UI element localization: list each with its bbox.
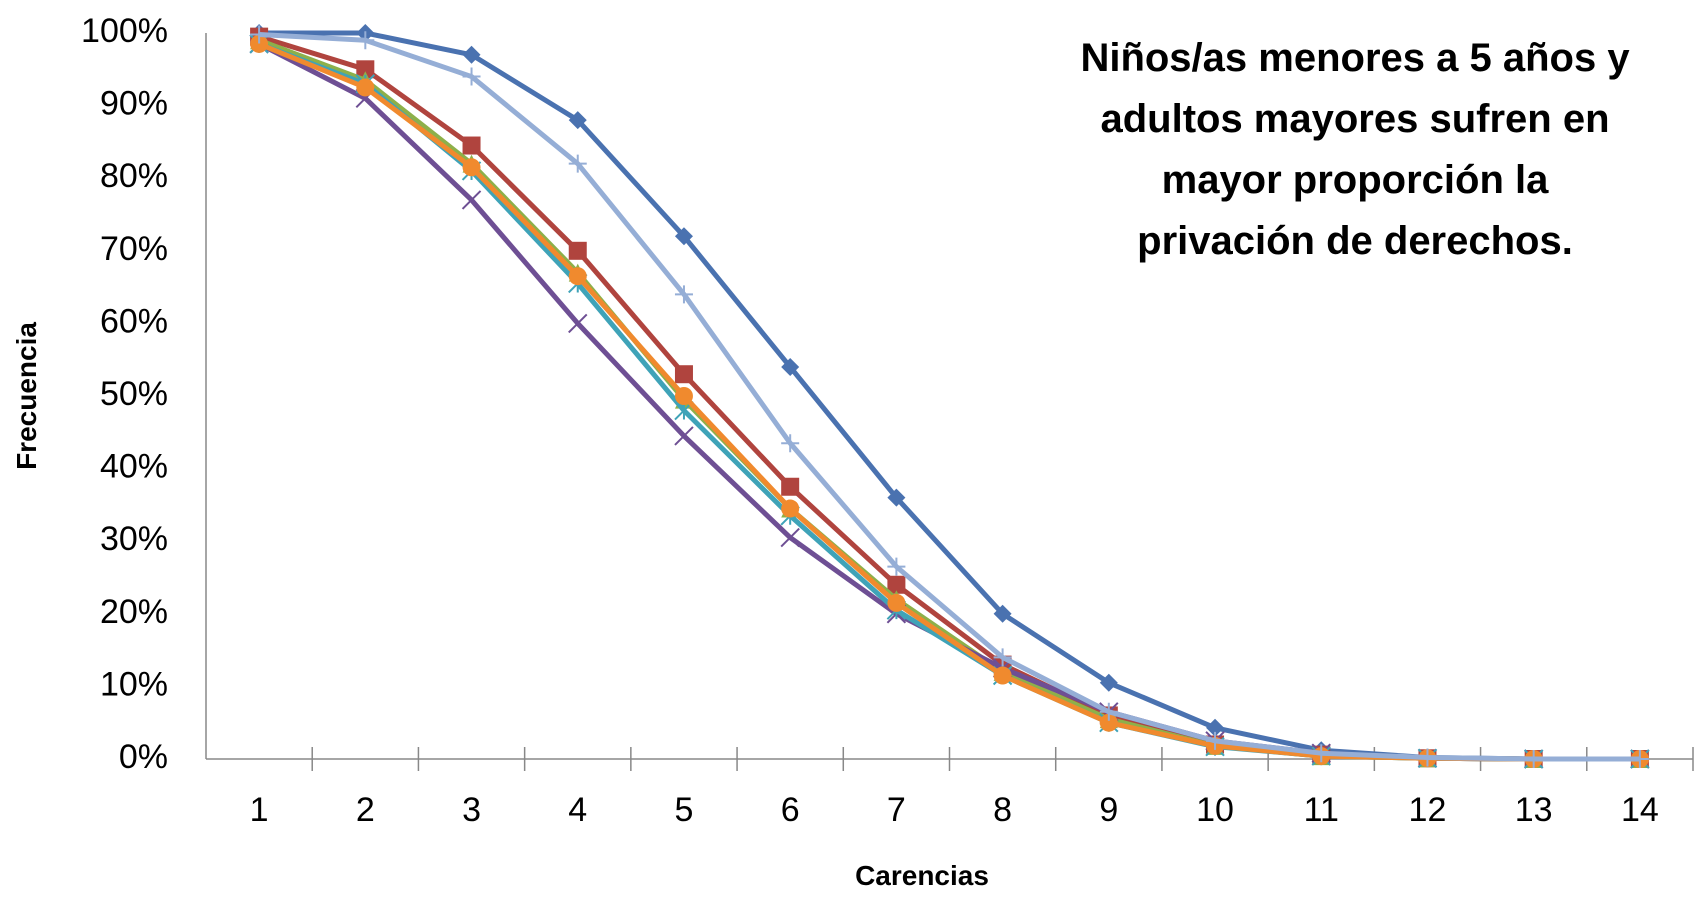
y-tick-label: 80%	[100, 157, 168, 195]
marker	[887, 593, 906, 612]
marker	[568, 111, 587, 130]
x-tick-label: 4	[568, 791, 587, 829]
x-tick-label: 11	[1304, 791, 1339, 829]
x-tick-label: 3	[462, 791, 481, 829]
marker	[356, 60, 375, 79]
x-tick-label: 10	[1196, 791, 1234, 829]
marker	[462, 67, 481, 86]
y-tick-label: 10%	[100, 665, 168, 703]
x-tick-label: 5	[675, 791, 694, 829]
y-tick-label: 60%	[100, 302, 168, 340]
marker	[356, 31, 375, 50]
x-tick-label: 9	[1099, 791, 1118, 829]
y-axis-title: Frecuencia	[11, 322, 42, 470]
x-tick-label: 6	[781, 791, 800, 829]
x-tick-label: 7	[887, 791, 906, 829]
marker	[1206, 718, 1225, 737]
marker	[568, 267, 587, 286]
x-tick-label: 8	[993, 791, 1012, 829]
marker	[781, 499, 800, 518]
marker	[674, 365, 693, 384]
y-tick-label: 20%	[100, 593, 168, 631]
marker	[1630, 750, 1649, 768]
marker	[462, 136, 481, 155]
marker	[993, 666, 1012, 685]
marker	[781, 477, 800, 496]
marker	[993, 604, 1012, 623]
marker	[887, 557, 906, 576]
marker	[887, 575, 906, 594]
marker	[674, 285, 693, 304]
marker	[1099, 702, 1118, 721]
marker	[568, 154, 587, 173]
marker	[674, 387, 693, 405]
y-tick-label: 50%	[100, 375, 168, 413]
x-tick-label: 13	[1515, 791, 1553, 829]
x-tick-label: 1	[250, 791, 269, 829]
marker	[568, 313, 588, 334]
y-tick-label: 0%	[119, 738, 168, 776]
marker	[674, 227, 693, 246]
marker	[1206, 731, 1225, 750]
y-tick-label: 70%	[100, 230, 168, 268]
marker	[1099, 713, 1118, 732]
marker	[462, 158, 481, 177]
x-tick-label: 14	[1621, 791, 1659, 829]
marker	[1099, 673, 1118, 692]
x-axis-title: Carencias	[855, 860, 989, 891]
y-tick-label: 30%	[100, 520, 168, 558]
marker	[1524, 750, 1543, 768]
x-tick-label: 2	[356, 791, 375, 829]
marker	[1312, 744, 1331, 763]
marker	[674, 426, 694, 446]
marker	[781, 434, 800, 453]
y-tick-label: 90%	[100, 85, 168, 123]
marker	[356, 78, 375, 97]
marker	[461, 190, 482, 210]
marker	[568, 241, 587, 260]
series-line	[258, 31, 1640, 762]
marker	[462, 45, 481, 64]
y-tick-label: 100%	[81, 12, 168, 50]
marker	[1418, 748, 1437, 767]
y-tick-label: 40%	[100, 448, 168, 486]
annotation: Niños/as menores a 5 años y adultos mayo…	[1080, 36, 1630, 263]
marker	[887, 488, 906, 507]
marker	[250, 34, 269, 53]
marker	[780, 527, 800, 548]
marker	[250, 25, 269, 44]
marker	[781, 357, 800, 376]
marker	[993, 648, 1012, 667]
x-tick-label: 12	[1409, 791, 1447, 829]
